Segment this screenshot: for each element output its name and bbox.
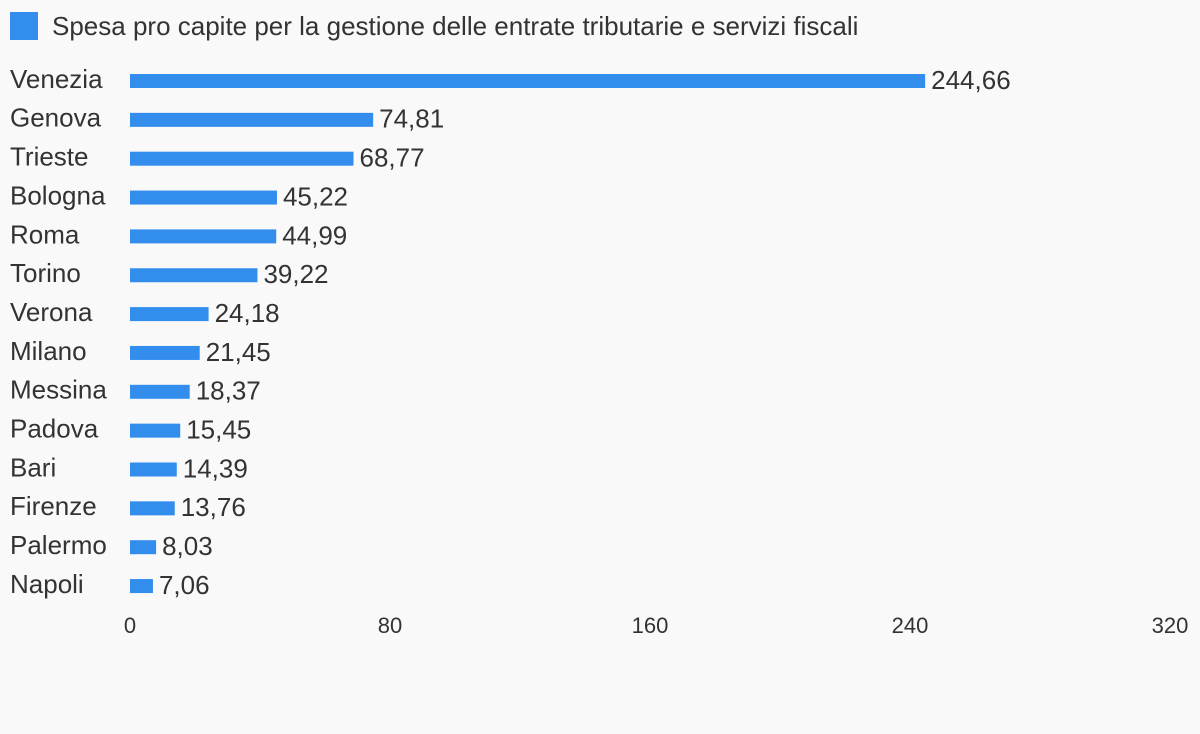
bar-padova bbox=[130, 423, 181, 438]
bar-milano bbox=[130, 345, 200, 360]
category-label-palermo: Palermo bbox=[10, 530, 107, 560]
bar-bologna bbox=[130, 190, 277, 205]
x-tick-label-160: 160 bbox=[632, 613, 669, 638]
value-label-trieste: 68,77 bbox=[360, 143, 425, 173]
value-label-roma: 44,99 bbox=[282, 220, 347, 250]
legend-swatch bbox=[10, 12, 38, 40]
bar-trieste bbox=[130, 151, 354, 166]
bar-firenze bbox=[130, 501, 175, 516]
value-label-torino: 39,22 bbox=[263, 259, 328, 289]
category-label-bologna: Bologna bbox=[10, 180, 106, 210]
x-tick-label-240: 240 bbox=[892, 613, 929, 638]
value-label-venezia: 244,66 bbox=[931, 65, 1011, 95]
bar-palermo bbox=[130, 540, 157, 555]
value-label-padova: 15,45 bbox=[186, 415, 251, 445]
category-label-milano: Milano bbox=[10, 336, 87, 366]
category-label-roma: Roma bbox=[10, 219, 80, 249]
category-label-firenze: Firenze bbox=[10, 491, 97, 521]
category-label-verona: Verona bbox=[10, 297, 93, 327]
bar-venezia bbox=[130, 74, 926, 88]
x-tick-label-80: 80 bbox=[378, 613, 402, 638]
value-label-bari: 14,39 bbox=[183, 453, 248, 483]
bar-roma bbox=[130, 229, 277, 244]
category-label-torino: Torino bbox=[10, 258, 81, 288]
category-label-genova: Genova bbox=[10, 103, 102, 133]
value-label-firenze: 13,76 bbox=[181, 492, 246, 522]
x-tick-label-0: 0 bbox=[124, 613, 136, 638]
legend-label: Spesa pro capite per la gestione delle e… bbox=[52, 10, 859, 41]
bar-verona bbox=[130, 307, 209, 322]
category-label-trieste: Trieste bbox=[10, 142, 89, 172]
bar-genova bbox=[130, 112, 374, 127]
value-label-palermo: 8,03 bbox=[162, 531, 213, 561]
x-tick-label-320: 320 bbox=[1152, 613, 1189, 638]
category-label-bari: Bari bbox=[10, 452, 56, 482]
category-label-napoli: Napoli bbox=[10, 569, 84, 599]
value-label-verona: 24,18 bbox=[215, 298, 280, 328]
category-label-venezia: Venezia bbox=[10, 64, 103, 94]
bar-bari bbox=[130, 462, 177, 477]
bar-messina bbox=[130, 384, 190, 399]
chart-legend: Spesa pro capite per la gestione delle e… bbox=[10, 9, 858, 43]
value-label-bologna: 45,22 bbox=[283, 181, 348, 211]
bar-torino bbox=[130, 268, 258, 283]
category-label-padova: Padova bbox=[10, 414, 99, 444]
value-label-milano: 21,45 bbox=[206, 337, 271, 367]
value-label-napoli: 7,06 bbox=[159, 570, 210, 600]
value-label-messina: 18,37 bbox=[196, 376, 261, 406]
category-label-messina: Messina bbox=[10, 375, 107, 405]
bar-napoli bbox=[130, 579, 153, 594]
value-label-genova: 74,81 bbox=[379, 104, 444, 134]
